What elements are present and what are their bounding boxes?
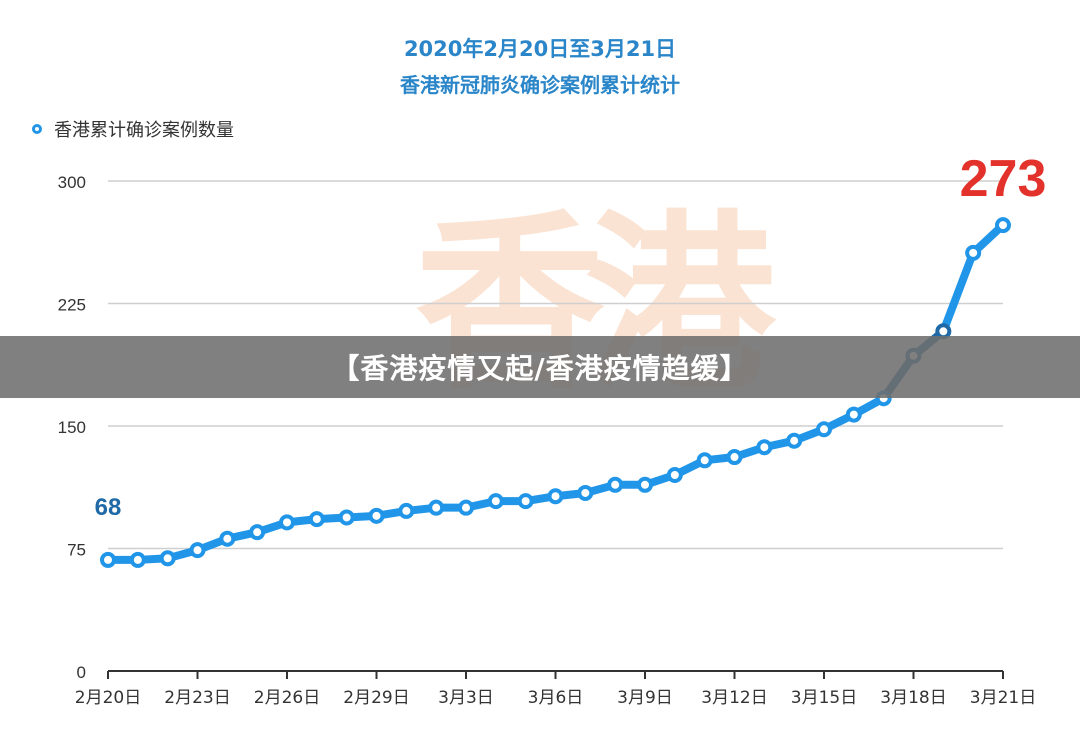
- y-tick-label: 300: [58, 173, 86, 192]
- start-value-label: 68: [95, 494, 122, 521]
- x-tick-label: 3月21日: [970, 688, 1036, 708]
- y-tick-label: 75: [67, 541, 86, 560]
- data-point: [816, 421, 832, 438]
- series-line: [100, 217, 1011, 568]
- data-point: [607, 476, 624, 493]
- data-point: [129, 551, 146, 568]
- y-tick-label: 150: [58, 418, 86, 437]
- data-point: [100, 551, 116, 568]
- data-point: [995, 217, 1011, 234]
- y-tick-label: 0: [77, 663, 86, 682]
- data-point: [487, 493, 504, 510]
- data-point: [368, 507, 385, 524]
- data-point: [696, 452, 713, 469]
- data-point: [726, 449, 743, 466]
- data-point: [308, 511, 325, 528]
- data-point: [249, 524, 266, 541]
- x-tick-label: 3月18日: [880, 688, 946, 708]
- x-tick-label: 2月26日: [254, 688, 320, 708]
- x-tick-label: 2月23日: [164, 688, 230, 708]
- data-point: [666, 467, 683, 483]
- data-point: [398, 502, 415, 519]
- legend-marker-icon: [32, 124, 42, 134]
- x-tick-label: 2月20日: [75, 688, 141, 708]
- legend-label: 香港累计确诊案例数量: [54, 120, 234, 141]
- data-point: [159, 550, 176, 567]
- chart-title-line2: 香港新冠肺炎确诊案例累计统计: [400, 73, 680, 97]
- data-point: [338, 509, 355, 526]
- data-point: [219, 530, 236, 547]
- x-tick-label: 2月29日: [343, 688, 409, 708]
- data-point: [756, 439, 773, 456]
- data-point: [517, 493, 534, 510]
- y-axis-ticks: 0 75 150 225 300: [58, 173, 86, 682]
- x-tick-label: 3月6日: [528, 688, 584, 708]
- data-point: [965, 244, 982, 261]
- data-point: [577, 484, 594, 501]
- x-tick-label: 3月15日: [791, 688, 857, 708]
- x-tick-label: 3月9日: [617, 688, 673, 708]
- data-point: [637, 476, 653, 493]
- data-point: [428, 499, 445, 516]
- data-point: [279, 514, 295, 531]
- data-point: [547, 488, 564, 505]
- data-point: [458, 499, 474, 516]
- chart-title-line1: 2020年2月20日至3月21日: [403, 37, 677, 61]
- chart-legend: 香港累计确诊案例数量: [32, 116, 234, 142]
- overlay-banner: 【香港疫情又起/香港疫情趋缓】: [0, 336, 1080, 398]
- series-segment: [939, 248, 978, 336]
- data-point: [786, 432, 803, 449]
- data-point: [189, 542, 206, 559]
- x-tick-label: 3月3日: [438, 688, 494, 708]
- x-tick-label: 3月12日: [701, 688, 767, 708]
- data-point: [845, 406, 862, 423]
- banner-text: 【香港疫情又起/香港疫情趋缓】: [331, 352, 749, 385]
- y-tick-label: 225: [58, 296, 86, 315]
- x-axis-ticks: 2月20日 2月23日 2月26日 2月29日 3月3日 3月6日 3月9日 3月12日 3月1…: [75, 671, 1036, 708]
- end-value-label: 273: [960, 150, 1047, 208]
